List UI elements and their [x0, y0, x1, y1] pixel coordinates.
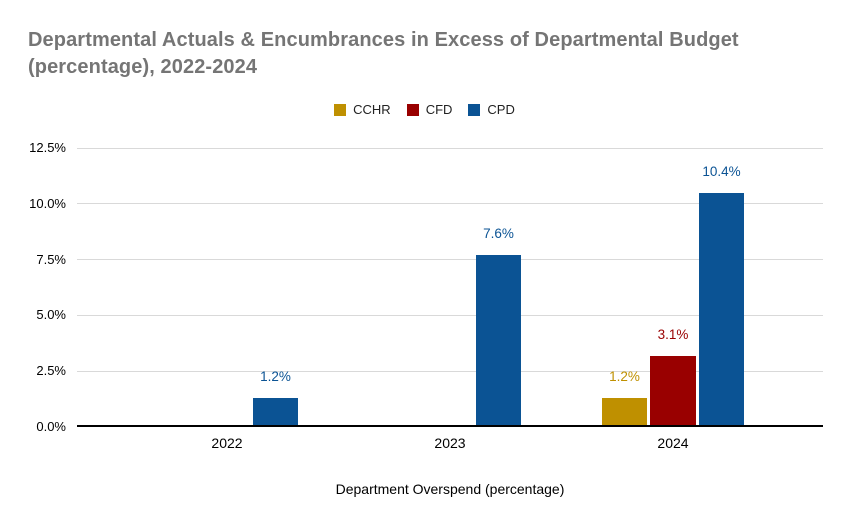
legend-item-CPD: CPD: [468, 102, 515, 117]
bar-value-label: 10.4%: [702, 163, 741, 179]
y-tick-label: 2.5%: [36, 363, 66, 379]
gridline: [77, 259, 823, 261]
legend-item-CFD: CFD: [406, 102, 453, 117]
bar-CPD-2022: [252, 398, 299, 425]
legend-swatch-icon: [468, 103, 481, 116]
bar-value-label: 7.6%: [483, 226, 514, 242]
x-tick-label-2022: 2022: [211, 435, 243, 451]
legend-label: CPD: [487, 102, 515, 117]
legend-label: CCHR: [353, 102, 391, 117]
y-tick-label: 7.5%: [36, 251, 66, 267]
x-tick-label-2023: 2023: [434, 435, 466, 451]
legend-item-CCHR: CCHR: [334, 102, 391, 117]
plot-area: 0.0% 2.5% 5.0% 7.5% 10.0% 12.5% 1.2% 3.1% 1.2% 7.…: [29, 140, 823, 451]
legend-swatch-icon: [334, 103, 347, 116]
bar-CCHR-2024: [601, 398, 648, 425]
gridline: [77, 370, 823, 372]
gridline: [77, 147, 823, 149]
y-tick-label: 10.0%: [29, 195, 66, 211]
legend: CCHR CFD CPD: [0, 101, 849, 118]
legend-label: CFD: [425, 102, 453, 117]
bar-CPD-2023: [475, 255, 522, 425]
x-tick-label-2024: 2024: [657, 435, 689, 451]
gridline: [77, 203, 823, 205]
y-tick-label: 0.0%: [36, 419, 66, 434]
y-tick-label: 5.0%: [36, 307, 66, 323]
gridline: [77, 314, 823, 316]
bar-value-label: 3.1%: [657, 326, 689, 342]
y-tick-label: 12.5%: [29, 140, 66, 155]
bar-CPD-2024: [698, 192, 745, 425]
bar-value-label: 1.2%: [260, 369, 291, 385]
chart-title: Departmental Actuals & Encumbrances in E…: [28, 29, 739, 78]
bar-value-label: 1.2%: [609, 369, 640, 385]
x-axis-title: Department Overspend (percentage): [335, 481, 565, 497]
legend-swatch-icon: [406, 103, 419, 116]
bar-CFD-2024: [650, 355, 696, 425]
